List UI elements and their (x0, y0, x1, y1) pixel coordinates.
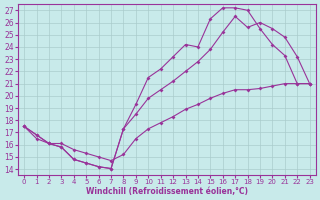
X-axis label: Windchill (Refroidissement éolien,°C): Windchill (Refroidissement éolien,°C) (86, 187, 248, 196)
